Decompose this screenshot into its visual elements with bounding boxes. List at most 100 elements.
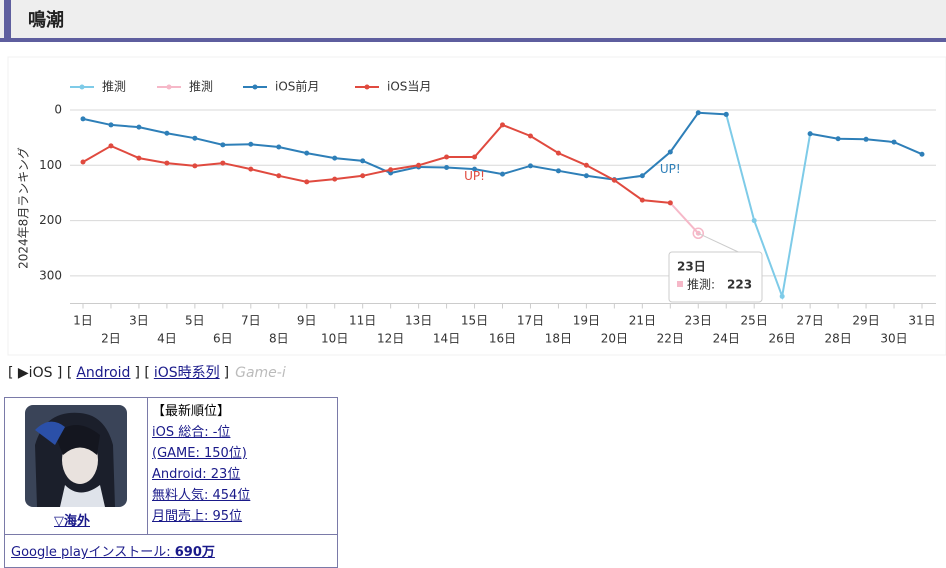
point bbox=[611, 177, 617, 183]
chart-bg bbox=[7, 56, 946, 356]
point bbox=[248, 141, 254, 147]
rank-link[interactable]: (GAME: 150位) bbox=[152, 446, 247, 461]
y-tick-label: 300 bbox=[39, 268, 62, 282]
install-label: Google playインストール: bbox=[11, 545, 171, 560]
rank-link[interactable]: 月間売上: 95位 bbox=[152, 509, 243, 524]
nav: [ ▶iOS ] [Android] [iOS時系列] Game-i bbox=[8, 362, 286, 382]
nav-link[interactable]: Android bbox=[76, 365, 131, 381]
point bbox=[248, 166, 254, 172]
x-tick-label: 28日 bbox=[824, 332, 851, 346]
x-tick-label: 31日 bbox=[908, 314, 935, 328]
x-tick-label: 29日 bbox=[852, 314, 879, 328]
install-link[interactable]: Google playインストール: 690万 bbox=[11, 545, 215, 560]
region-link[interactable]: ▽海外 bbox=[54, 514, 90, 529]
legend-label: iOS当月 bbox=[387, 80, 431, 94]
point bbox=[751, 218, 757, 224]
y-axis-label: 2024年8月ランキング bbox=[17, 147, 31, 269]
legend-label: iOS前月 bbox=[275, 79, 319, 94]
series-line bbox=[669, 202, 700, 234]
x-tick-label: 8日 bbox=[269, 332, 289, 346]
point bbox=[276, 144, 282, 150]
point bbox=[444, 164, 450, 170]
point bbox=[667, 200, 673, 206]
point bbox=[583, 173, 589, 179]
x-tick-label: 13日 bbox=[405, 314, 432, 328]
x-tick-label: 7日 bbox=[241, 314, 261, 328]
point bbox=[136, 124, 142, 130]
rank-cell: 【最新順位】 iOS 総合: -位 (GAME: 150位) Android: … bbox=[148, 398, 337, 535]
legend-label: 推測 bbox=[189, 80, 213, 94]
point bbox=[891, 139, 897, 145]
point bbox=[555, 168, 561, 174]
nav-text: ] bbox=[223, 365, 230, 381]
point bbox=[500, 122, 505, 128]
legend-dot bbox=[364, 84, 370, 90]
x-tick-label: 4日 bbox=[157, 332, 177, 346]
point bbox=[192, 135, 198, 141]
x-tick-label: 16日 bbox=[489, 332, 516, 346]
rank-link[interactable]: iOS 総合: -位 bbox=[152, 425, 231, 440]
point bbox=[136, 155, 142, 161]
nav-text: ] [ bbox=[134, 365, 150, 381]
page-title: 鳴潮 bbox=[28, 10, 64, 31]
y-tick-label: 200 bbox=[39, 213, 62, 227]
x-tick-label: 19日 bbox=[573, 314, 600, 328]
header: 鳴潮 bbox=[0, 0, 946, 42]
point bbox=[863, 136, 869, 142]
point bbox=[444, 154, 450, 160]
point bbox=[416, 162, 422, 168]
point bbox=[583, 162, 589, 168]
rank-heading: 【最新順位】 bbox=[152, 404, 231, 419]
install-value: 690万 bbox=[174, 545, 215, 560]
x-tick-label: 21日 bbox=[629, 314, 656, 328]
point bbox=[332, 155, 338, 161]
x-tick-label: 2日 bbox=[101, 332, 121, 346]
rank-link[interactable]: Android: 23位 bbox=[152, 467, 241, 482]
series-line bbox=[725, 114, 812, 301]
point bbox=[80, 159, 86, 165]
point bbox=[388, 167, 394, 173]
point bbox=[80, 116, 86, 122]
point bbox=[472, 154, 478, 160]
point bbox=[360, 158, 366, 164]
point bbox=[807, 131, 813, 137]
app-icon[interactable] bbox=[25, 405, 127, 507]
x-tick-label: 17日 bbox=[517, 314, 544, 328]
point bbox=[639, 173, 645, 179]
point bbox=[779, 293, 785, 299]
point bbox=[164, 160, 170, 166]
tooltip bbox=[668, 251, 763, 303]
nav-text: [ ▶iOS ] [ bbox=[8, 365, 73, 381]
point bbox=[220, 142, 226, 148]
annotation: UP! bbox=[660, 162, 681, 176]
x-tick-label: 22日 bbox=[657, 332, 684, 346]
point bbox=[695, 110, 701, 116]
y-tick-label: 100 bbox=[39, 158, 62, 172]
x-tick-label: 30日 bbox=[880, 332, 907, 346]
point bbox=[304, 179, 310, 185]
point bbox=[220, 160, 226, 166]
point bbox=[667, 149, 673, 155]
legend-dot bbox=[79, 84, 85, 90]
x-tick-label: 26日 bbox=[769, 332, 796, 346]
x-tick-label: 1日 bbox=[73, 314, 93, 328]
x-tick-label: 18日 bbox=[545, 332, 572, 346]
y-tick-label: 0 bbox=[54, 103, 62, 117]
rank-link[interactable]: 無料人気: 454位 bbox=[152, 488, 251, 503]
point bbox=[723, 111, 729, 117]
nav-disabled: Game-i bbox=[235, 365, 286, 381]
point bbox=[332, 176, 338, 182]
nav-link[interactable]: iOS時系列 bbox=[153, 365, 220, 381]
tooltip-title: 23日 bbox=[677, 260, 706, 274]
x-tick-label: 23日 bbox=[685, 314, 712, 328]
icon-cell: ▽海外 bbox=[5, 398, 148, 535]
point bbox=[304, 150, 310, 156]
x-tick-label: 15日 bbox=[461, 314, 488, 328]
legend-dot bbox=[166, 84, 172, 90]
x-tick-label: 24日 bbox=[713, 332, 740, 346]
point bbox=[919, 151, 925, 157]
point bbox=[527, 163, 533, 169]
series-line bbox=[82, 123, 671, 204]
x-tick-label: 9日 bbox=[297, 314, 317, 328]
header-bar bbox=[4, 0, 11, 38]
